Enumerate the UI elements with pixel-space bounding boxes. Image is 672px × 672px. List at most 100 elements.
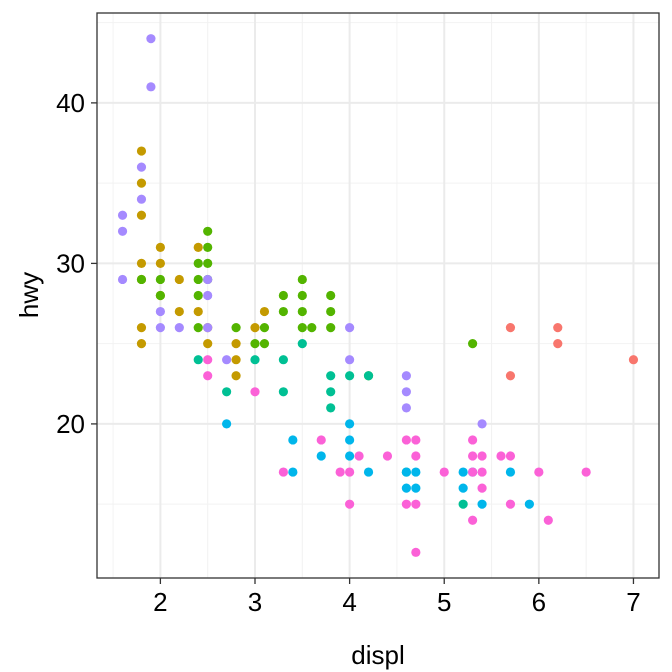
x-tick-label: 5 bbox=[437, 587, 451, 617]
data-point bbox=[136, 146, 147, 156]
data-point bbox=[382, 451, 393, 461]
data-point bbox=[543, 515, 553, 525]
data-point bbox=[231, 339, 241, 349]
data-point bbox=[326, 306, 336, 317]
data-point bbox=[401, 435, 411, 445]
data-point bbox=[278, 387, 288, 397]
x-axis-ticks: 2 3 4 5 6 7 bbox=[153, 578, 641, 617]
data-point bbox=[203, 355, 213, 365]
data-point bbox=[316, 451, 326, 461]
data-point bbox=[117, 210, 128, 220]
x-axis-title: displ bbox=[351, 640, 404, 670]
x-tick-label: 3 bbox=[248, 587, 262, 617]
data-point bbox=[345, 355, 355, 365]
data-point bbox=[401, 371, 411, 381]
data-point bbox=[203, 371, 213, 381]
data-point bbox=[477, 451, 487, 461]
data-point bbox=[250, 387, 260, 397]
data-point bbox=[203, 290, 213, 301]
data-point bbox=[505, 323, 516, 333]
data-point bbox=[136, 194, 147, 204]
y-tick-label: 40 bbox=[56, 88, 85, 118]
data-point bbox=[288, 467, 298, 477]
data-point bbox=[136, 162, 147, 172]
data-point bbox=[401, 403, 411, 413]
data-point bbox=[136, 210, 147, 220]
data-point bbox=[401, 467, 411, 477]
data-point bbox=[222, 387, 232, 397]
y-tick-label: 20 bbox=[56, 409, 85, 439]
data-point bbox=[468, 467, 478, 477]
data-point bbox=[193, 306, 203, 317]
data-point bbox=[259, 306, 270, 317]
data-point bbox=[458, 499, 468, 509]
data-point bbox=[345, 451, 355, 461]
data-point bbox=[203, 258, 213, 268]
data-point bbox=[288, 435, 298, 445]
y-axis-ticks: 20 30 40 bbox=[56, 88, 97, 439]
data-point bbox=[278, 355, 288, 365]
data-point bbox=[354, 451, 364, 461]
data-point bbox=[222, 419, 232, 429]
data-point bbox=[477, 499, 487, 509]
x-tick-label: 4 bbox=[342, 587, 356, 617]
data-point bbox=[155, 290, 165, 301]
data-point bbox=[335, 467, 345, 477]
x-tick-label: 7 bbox=[626, 587, 640, 617]
data-point bbox=[136, 274, 147, 285]
data-point bbox=[203, 339, 213, 349]
data-point bbox=[411, 435, 421, 445]
data-point bbox=[326, 371, 336, 381]
data-point bbox=[477, 467, 487, 477]
data-point bbox=[345, 371, 355, 381]
data-point bbox=[155, 258, 165, 268]
data-point bbox=[326, 403, 336, 413]
data-point bbox=[117, 274, 128, 285]
data-point bbox=[155, 274, 165, 285]
data-point bbox=[146, 34, 156, 44]
data-point bbox=[581, 467, 591, 477]
data-point bbox=[174, 306, 184, 317]
data-point bbox=[363, 467, 374, 477]
data-point bbox=[297, 274, 307, 285]
data-point bbox=[297, 290, 307, 301]
data-point bbox=[231, 323, 241, 333]
data-point bbox=[411, 547, 421, 557]
data-point bbox=[250, 323, 260, 333]
data-point bbox=[468, 515, 478, 525]
data-point bbox=[117, 226, 128, 236]
data-point bbox=[146, 82, 156, 92]
data-point bbox=[496, 451, 506, 461]
data-point bbox=[505, 499, 516, 509]
data-point bbox=[439, 467, 449, 477]
data-point bbox=[411, 483, 421, 493]
x-tick-label: 2 bbox=[153, 587, 167, 617]
data-point bbox=[297, 323, 307, 333]
data-point bbox=[259, 323, 270, 333]
data-point bbox=[524, 499, 534, 509]
data-point bbox=[174, 323, 184, 333]
data-points bbox=[117, 34, 639, 557]
data-point bbox=[553, 323, 563, 333]
data-point bbox=[155, 242, 165, 252]
data-point bbox=[250, 355, 260, 365]
data-point bbox=[231, 355, 241, 365]
data-point bbox=[345, 435, 355, 445]
data-point bbox=[222, 355, 232, 365]
data-point bbox=[203, 226, 213, 236]
data-point bbox=[193, 323, 203, 333]
data-point bbox=[278, 306, 288, 317]
data-point bbox=[278, 290, 288, 301]
data-point bbox=[231, 371, 241, 381]
data-point bbox=[193, 274, 203, 285]
data-point bbox=[136, 258, 147, 268]
data-point bbox=[477, 483, 487, 493]
grid-lines bbox=[97, 13, 659, 578]
data-point bbox=[155, 306, 165, 317]
data-point bbox=[458, 467, 468, 477]
data-point bbox=[411, 467, 421, 477]
data-point bbox=[193, 355, 203, 365]
data-point bbox=[155, 323, 165, 333]
data-point bbox=[326, 387, 336, 397]
data-point bbox=[477, 419, 487, 429]
